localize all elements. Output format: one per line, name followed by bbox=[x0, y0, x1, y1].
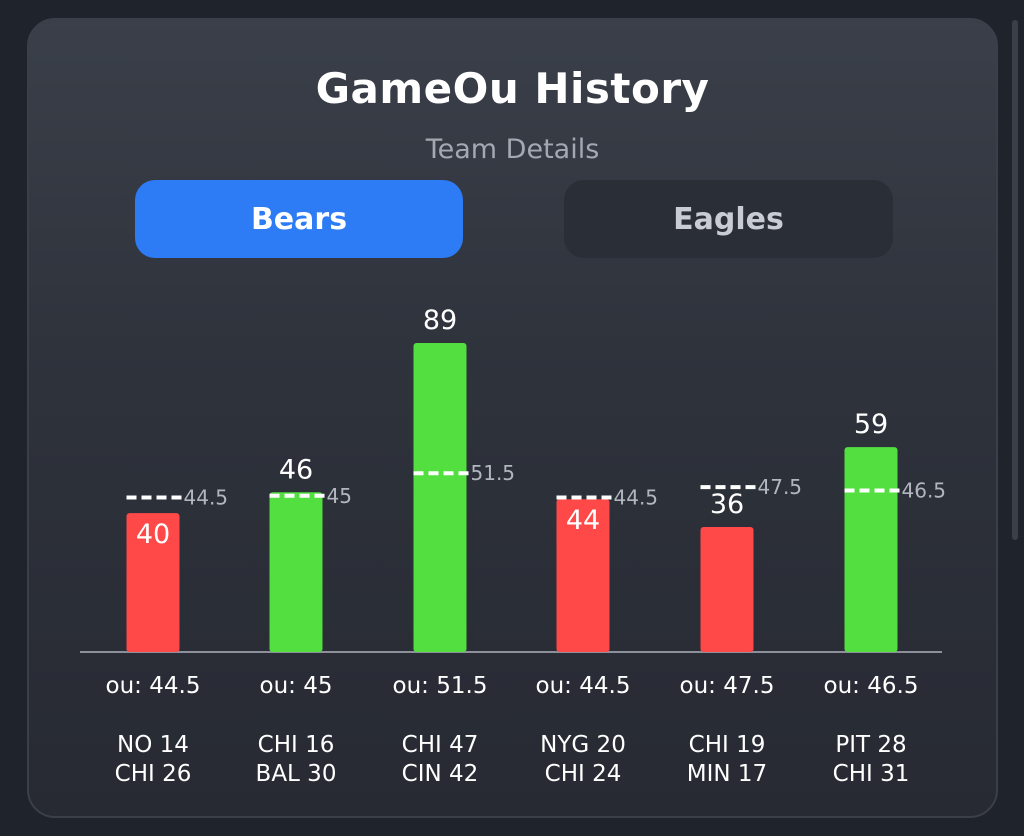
page-title: GameOu History bbox=[315, 64, 710, 113]
team-score-4-b: CHI 24 bbox=[545, 761, 622, 787]
page-subtitle: Team Details bbox=[425, 134, 600, 165]
value-label-2: 46 bbox=[279, 454, 313, 485]
team-score-5-b: MIN 17 bbox=[687, 761, 767, 787]
bar-game-2 bbox=[269, 492, 323, 652]
ou-line-label-3: 51.5 bbox=[471, 461, 516, 485]
team-score-2-b: BAL 30 bbox=[256, 761, 337, 787]
value-label-4: 44 bbox=[566, 505, 600, 536]
ou-label-1: ou: 44.5 bbox=[106, 673, 201, 699]
team-score-5-a: CHI 19 bbox=[689, 732, 766, 758]
ou-line-label-6: 46.5 bbox=[902, 479, 947, 503]
value-label-6: 59 bbox=[854, 409, 888, 440]
bar-game-1 bbox=[126, 513, 180, 652]
ou-label-5: ou: 47.5 bbox=[680, 673, 775, 699]
ou-line-label-5: 47.5 bbox=[758, 475, 803, 499]
game-ou-card: GameOu History Team Details Bears Eagles bbox=[27, 18, 998, 818]
team-score-6-a: PIT 28 bbox=[835, 732, 906, 758]
value-label-3: 89 bbox=[423, 305, 457, 336]
scrollbar[interactable] bbox=[1012, 20, 1018, 540]
ou-label-3: ou: 51.5 bbox=[393, 673, 488, 699]
tab-eagles[interactable]: Eagles bbox=[564, 180, 893, 258]
bar-game-5 bbox=[700, 527, 754, 652]
team-score-3-b: CIN 42 bbox=[402, 761, 479, 787]
value-label-5: 36 bbox=[710, 489, 744, 520]
team-score-1-a: NO 14 bbox=[117, 732, 189, 758]
tab-bears[interactable]: Bears bbox=[135, 180, 463, 258]
team-score-2-a: CHI 16 bbox=[258, 732, 335, 758]
bar-game-6 bbox=[844, 447, 898, 652]
value-label-1: 40 bbox=[136, 519, 170, 550]
bar-game-4 bbox=[556, 499, 610, 652]
ou-line-label-4: 44.5 bbox=[614, 486, 659, 510]
bar-game-3 bbox=[413, 343, 467, 652]
ou-line-label-2: 45 bbox=[327, 484, 352, 508]
team-score-4-a: NYG 20 bbox=[540, 732, 626, 758]
ou-label-4: ou: 44.5 bbox=[536, 673, 631, 699]
ou-line-label-1: 44.5 bbox=[184, 486, 229, 510]
ou-label-2: ou: 45 bbox=[260, 673, 333, 699]
team-score-1-b: CHI 26 bbox=[115, 761, 192, 787]
team-score-3-a: CHI 47 bbox=[402, 732, 479, 758]
ou-label-6: ou: 46.5 bbox=[824, 673, 919, 699]
team-score-6-b: CHI 31 bbox=[833, 761, 910, 787]
